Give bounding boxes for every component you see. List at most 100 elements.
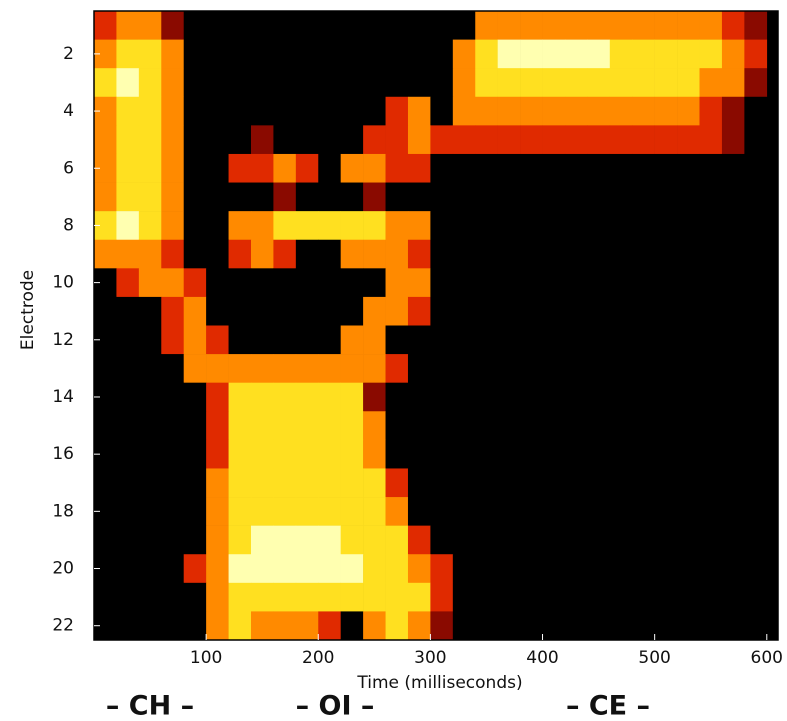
heat-cell	[452, 325, 476, 355]
heat-cell	[699, 125, 723, 155]
heat-cell	[385, 582, 409, 612]
y-tick-label: 16	[52, 444, 74, 464]
x-tick-label: 500	[638, 648, 670, 668]
heat-cell	[542, 182, 566, 212]
heat-cell	[475, 554, 498, 584]
heat-cell	[699, 239, 723, 269]
heat-cell	[632, 354, 655, 383]
heat-cell	[744, 468, 768, 498]
heat-cell	[183, 468, 207, 498]
heat-cell	[654, 468, 678, 498]
heat-cell	[407, 153, 431, 183]
heat-cell	[228, 182, 252, 212]
heat-cell	[318, 239, 341, 269]
heat-cell	[721, 68, 745, 98]
heat-cell	[340, 468, 364, 498]
heat-cell	[677, 153, 700, 183]
heat-cell	[632, 325, 655, 355]
heat-cell	[295, 611, 319, 641]
heat-cell	[295, 325, 319, 355]
heat-cell	[609, 382, 633, 412]
heat-cell	[677, 296, 700, 326]
heat-cell	[475, 11, 498, 40]
heat-cell	[228, 325, 252, 355]
heat-cell	[654, 354, 678, 383]
heat-cell	[721, 125, 745, 155]
heat-cell	[206, 582, 229, 612]
x-tick-label: 300	[414, 648, 446, 668]
heat-cell	[475, 125, 498, 155]
x-tick-label: 200	[302, 648, 334, 668]
heat-cell	[407, 382, 431, 412]
heat-cell	[250, 153, 274, 183]
heat-cell	[744, 68, 768, 98]
heat-cell	[273, 153, 297, 183]
heat-cell	[430, 96, 454, 126]
heat-cell	[206, 439, 229, 469]
heat-cell	[363, 11, 386, 40]
heat-cell	[721, 468, 745, 498]
heat-cell	[721, 211, 745, 241]
heat-cell	[654, 182, 678, 212]
heat-cell	[677, 39, 700, 69]
heat-cell	[295, 96, 319, 126]
heat-cell	[721, 439, 745, 469]
heat-cell	[94, 497, 117, 526]
heat-cell	[363, 39, 386, 69]
heat-cell	[475, 497, 498, 526]
heat-cell	[475, 611, 498, 641]
heat-cell	[721, 39, 745, 69]
heat-cell	[183, 354, 207, 383]
heat-cell	[520, 468, 543, 498]
heat-cell	[520, 611, 543, 641]
heat-cell	[273, 525, 297, 555]
heat-cell	[116, 554, 140, 584]
heat-cell	[564, 153, 588, 183]
heat-cell	[340, 96, 364, 126]
heat-cell	[161, 68, 185, 98]
y-tick-label: 10	[52, 273, 74, 293]
heat-cell	[183, 497, 207, 526]
heat-cell	[295, 125, 319, 155]
heat-cell	[677, 525, 700, 555]
heat-cell	[430, 525, 454, 555]
heat-cell	[206, 497, 229, 526]
heat-cell	[250, 382, 274, 412]
heat-cell	[497, 39, 521, 69]
heat-cell	[721, 382, 745, 412]
heat-cell	[116, 497, 140, 526]
heat-cell	[295, 525, 319, 555]
heat-cell	[475, 382, 498, 412]
heat-cell	[452, 11, 476, 40]
heat-cell	[318, 211, 341, 241]
heat-cell	[430, 611, 454, 641]
heat-cell	[318, 554, 341, 584]
heat-cell	[452, 125, 476, 155]
heat-cell	[452, 39, 476, 69]
heat-cell	[744, 125, 768, 155]
heat-cell	[587, 296, 611, 326]
heat-cell	[699, 211, 723, 241]
heat-cell	[520, 382, 543, 412]
heat-cell	[407, 125, 431, 155]
heat-cell	[587, 125, 611, 155]
heat-cell	[497, 611, 521, 641]
heat-cell	[250, 296, 274, 326]
heat-cell	[138, 325, 162, 355]
heat-cell	[273, 468, 297, 498]
heat-cell	[116, 68, 140, 98]
heat-cell	[138, 153, 162, 183]
heat-cell	[295, 354, 319, 383]
heat-cell	[564, 296, 588, 326]
x-tick-label: 400	[526, 648, 558, 668]
heat-cell	[228, 68, 252, 98]
heat-cell	[609, 354, 633, 383]
heat-cell	[116, 11, 140, 40]
heat-cell	[632, 239, 655, 269]
heat-cell	[699, 39, 723, 69]
heat-cell	[161, 497, 185, 526]
heat-cell	[430, 354, 454, 383]
heat-cell	[183, 211, 207, 241]
heat-cell	[385, 182, 409, 212]
heat-cell	[94, 468, 117, 498]
